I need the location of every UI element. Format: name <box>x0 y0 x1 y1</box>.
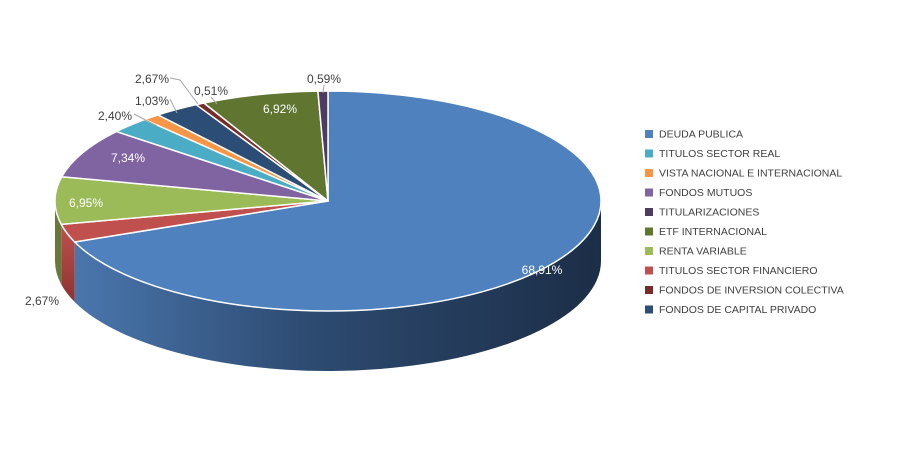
legend-label: RENTA VARIABLE <box>659 245 747 257</box>
data-label: 1,03% <box>135 94 169 108</box>
legend-label: VISTA NACIONAL E INTERNACIONAL <box>659 167 842 179</box>
legend-item: DEUDA PUBLICA <box>645 128 743 140</box>
data-label: 6,92% <box>263 102 297 116</box>
legend-item: FONDOS MUTUOS <box>645 187 752 199</box>
leader-line <box>210 96 218 105</box>
legend-swatch <box>645 266 653 275</box>
legend-swatch <box>645 130 653 138</box>
legend-swatch <box>645 227 653 236</box>
legend-swatch <box>645 305 653 314</box>
legend-swatch <box>645 286 653 294</box>
legend-label: FONDOS MUTUOS <box>659 187 752 199</box>
legend-label: ETF INTERNACIONAL <box>659 226 767 238</box>
legend-label: FONDOS DE CAPITAL PRIVADO <box>659 304 816 316</box>
legend-item: TITULOS SECTOR REAL <box>645 148 780 160</box>
pie-slice-deuda-publica <box>73 90 602 312</box>
legend-label: TITULOS SECTOR REAL <box>659 148 780 160</box>
legend-label: TITULOS SECTOR FINANCIERO <box>659 265 818 277</box>
legend-label: DEUDA PUBLICA <box>659 128 743 140</box>
pie-slice-renta-variable <box>54 175 329 226</box>
legend-swatch <box>645 247 653 255</box>
legend-item: ETF INTERNACIONAL <box>645 226 767 238</box>
legend-swatch <box>645 188 653 197</box>
data-label: 2,67% <box>135 72 169 86</box>
data-label: 2,40% <box>98 109 132 123</box>
pie-side-deuda-publica <box>74 201 601 371</box>
legend-item: RENTA VARIABLE <box>645 245 747 257</box>
pie-side-titulos-sector-financiero <box>61 224 75 303</box>
legend-swatch <box>645 208 653 216</box>
legend-item: VISTA NACIONAL E INTERNACIONAL <box>645 167 842 179</box>
data-label: 6,95% <box>69 196 103 210</box>
data-label: 7,34% <box>111 151 145 165</box>
data-label: 2,67% <box>25 294 59 308</box>
leader-line <box>322 84 325 94</box>
leader-line <box>169 98 178 114</box>
pie-slice-fondos-mutuos <box>60 130 329 202</box>
leader-line <box>133 113 158 127</box>
legend-item: TITULOS SECTOR FINANCIERO <box>645 265 818 277</box>
legend-label: FONDOS DE INVERSION COLECTIVA <box>659 284 844 296</box>
legend-item: TITULARIZACIONES <box>645 206 759 218</box>
data-label: 0,51% <box>194 84 228 98</box>
legend: DEUDA PUBLICA TITULOS SECTOR REAL VISTA NA… <box>645 128 844 316</box>
pie-slice-etf-internacional <box>203 90 329 202</box>
leader-line <box>169 77 199 105</box>
legend-label: TITULARIZACIONES <box>659 206 759 218</box>
legend-item: FONDOS DE INVERSION COLECTIVA <box>645 284 844 296</box>
legend-item: FONDOS DE CAPITAL PRIVADO <box>645 304 816 316</box>
legend-swatch <box>645 169 653 177</box>
data-label: 68,91% <box>522 263 563 277</box>
leader-line-layer <box>133 77 325 127</box>
data-label-layer: 68,91% 2,67% 6,95% 7,34% 2,40%1,03% 2,67% 0,51… <box>25 72 563 308</box>
legend-swatch <box>645 149 653 158</box>
data-label: 0,59% <box>307 72 341 86</box>
pie-top-layer <box>54 90 602 312</box>
